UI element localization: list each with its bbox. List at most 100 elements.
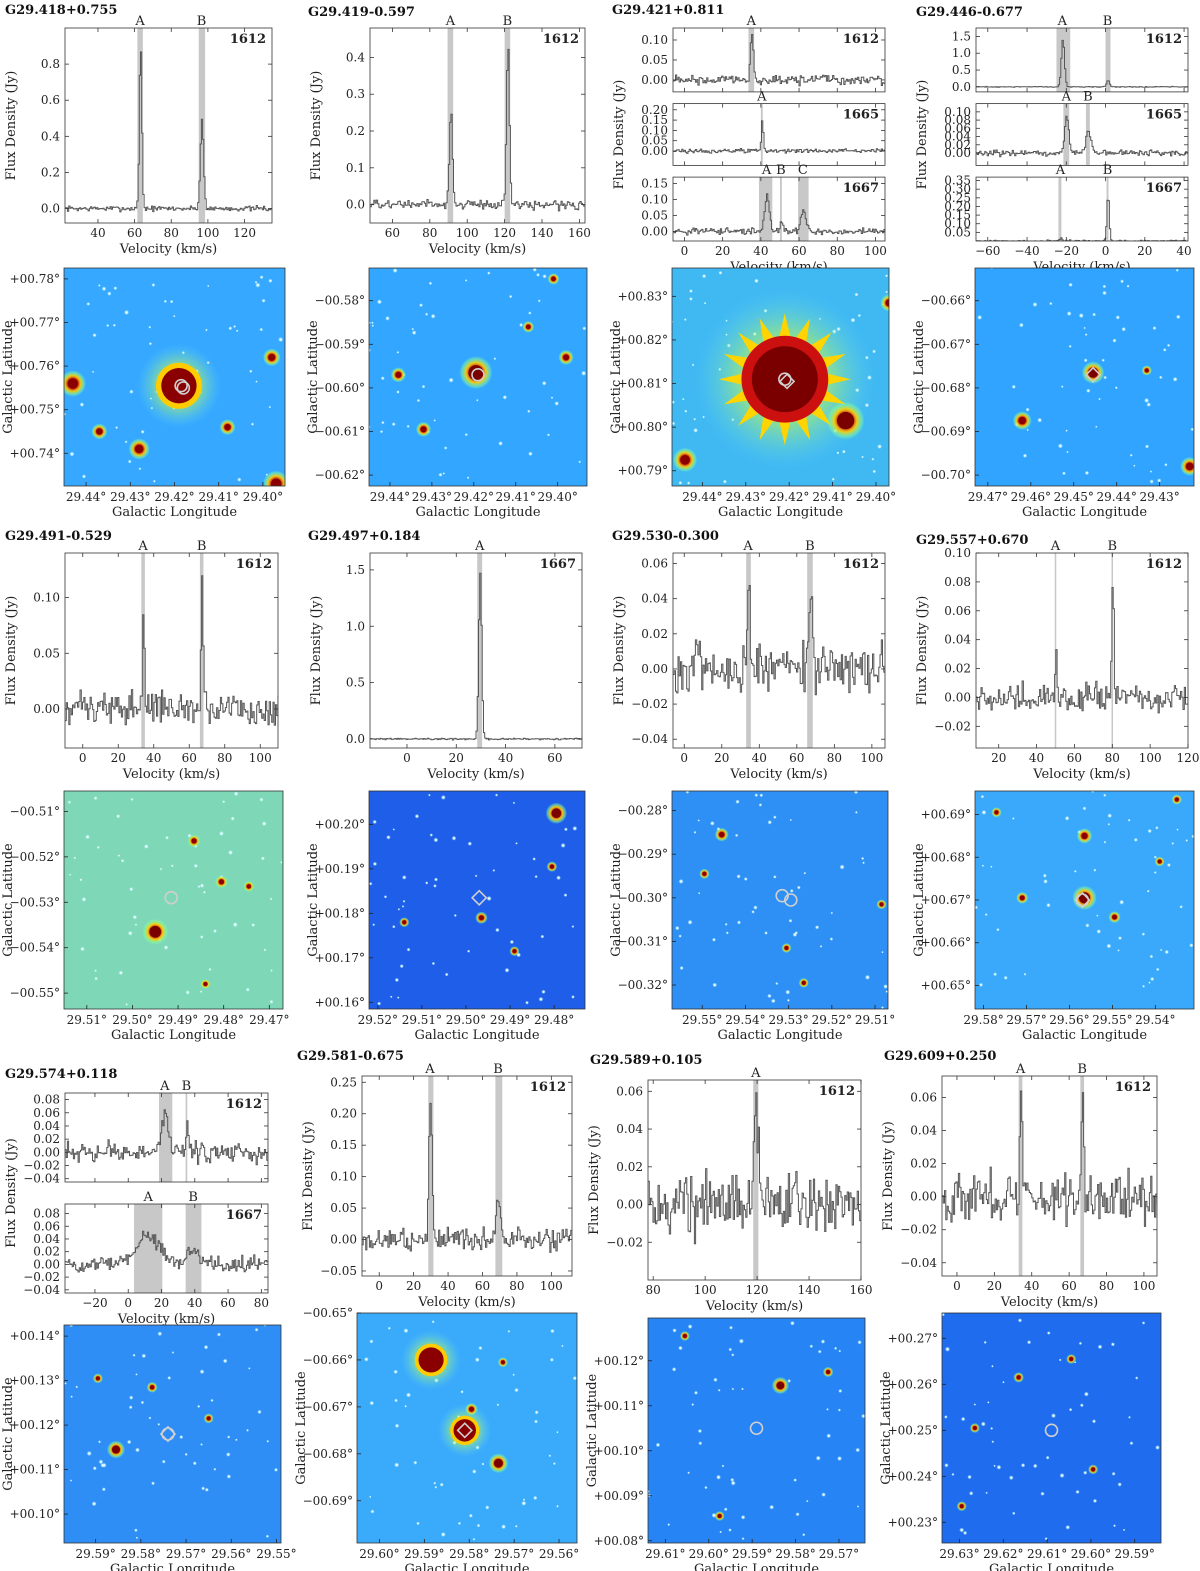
feature-label: B [197, 539, 207, 554]
faint-star [515, 842, 518, 845]
spectrum-subplot: −0.04−0.020.000.020.040.060.08 −20 0 20 40 60… [23, 1190, 269, 1310]
faint-star [1126, 284, 1130, 288]
faint-star [1115, 315, 1121, 320]
faint-star [270, 969, 273, 972]
faint-star [556, 1430, 559, 1434]
faint-star [1026, 428, 1029, 432]
x-tick-label: 80 [827, 751, 842, 765]
x-tick-label: 29.52° [812, 1013, 852, 1027]
x-tick-label: 29.42° [769, 490, 809, 504]
feature-band [137, 28, 143, 223]
y-axis-label: Galactic Latitude [1, 843, 16, 957]
spectrum-subplot: 0.00 0.05 0.10 0.15 0 20 40 60 80 100 1667 A B C [641, 163, 887, 258]
source-core [1174, 797, 1179, 802]
y-axis-label: Flux Density (Jy) [4, 1138, 19, 1248]
faint-star [871, 457, 875, 461]
faint-star [1042, 873, 1047, 878]
spectrum-subplot: −0.02 0.00 0.02 0.04 0.06 80 100 120 140 160 1612 A [606, 1066, 872, 1297]
x-tick-label: 160 [568, 226, 591, 240]
faint-star [433, 419, 436, 422]
y-tick-label: +00.83° [618, 289, 668, 303]
faint-star [218, 830, 224, 837]
y-tick-label: 0.04 [616, 1122, 643, 1136]
faint-star [1185, 839, 1189, 842]
source-core [885, 299, 889, 307]
faint-star [1166, 343, 1171, 348]
x-tick-label: 29.50° [112, 1013, 152, 1027]
faint-star [697, 819, 700, 822]
source-core [551, 808, 562, 819]
faint-star [537, 299, 541, 303]
feature-band [748, 28, 755, 92]
faint-star [1095, 425, 1098, 429]
faint-star [697, 1428, 703, 1434]
feature-label: A [1057, 14, 1068, 29]
feature-band [1085, 103, 1090, 166]
y-tick-label: +00.81° [618, 377, 668, 391]
faint-star [872, 469, 877, 474]
faint-star [1120, 279, 1125, 284]
faint-star [129, 1395, 134, 1400]
faint-star [991, 1364, 994, 1368]
faint-star [725, 931, 729, 935]
x-tick-label: 20 [714, 751, 729, 765]
faint-star [841, 449, 846, 454]
faint-star [1046, 1331, 1051, 1335]
y-tick-label: +00.24° [888, 1469, 938, 1483]
feature-label: A [746, 14, 757, 29]
source-core [218, 879, 224, 885]
y-tick-label: −00.67° [303, 1400, 353, 1414]
faint-star [163, 945, 169, 950]
faint-star [944, 1346, 951, 1352]
transition-label: 1667 [226, 1208, 262, 1223]
source-core [776, 1381, 785, 1390]
faint-star [975, 905, 979, 910]
faint-star [856, 1505, 860, 1508]
spectrum-subplot: −0.04 −0.02 0.00 0.02 0.04 0.06 0 20 40 60 80 100 16… [631, 539, 886, 765]
faint-star [1078, 313, 1084, 319]
x-tick-label: 0 [1102, 244, 1110, 258]
y-tick-label: 0.4 [41, 129, 60, 143]
source-name: G29.530-0.300 [612, 529, 719, 544]
faint-star [68, 1325, 74, 1328]
faint-star [161, 1459, 166, 1464]
faint-star [1083, 1391, 1089, 1397]
y-tick-label: 0.30 [944, 182, 971, 196]
source-core [1185, 462, 1194, 471]
faint-star [197, 1404, 201, 1409]
faint-star [372, 819, 377, 825]
faint-star [519, 322, 524, 328]
faint-star [514, 1387, 519, 1393]
y-tick-label: 0.05 [641, 208, 668, 222]
y-tick-label: 0.5 [346, 676, 365, 690]
faint-star [227, 1435, 231, 1439]
axes-frame [64, 27, 273, 224]
source-core [420, 426, 427, 433]
spectrum-line [65, 1230, 268, 1273]
y-tick-label: 1.5 [952, 29, 971, 43]
feature-band [159, 1093, 173, 1182]
faint-star [413, 1460, 418, 1465]
spectrum-subplot: 0.000.020.040.060.080.10 1665 A B [944, 90, 1189, 166]
y-tick-label: 0.0 [41, 202, 60, 216]
spectrum-subplot: 0.0 0.2 0.4 0.6 0.8 40 60 80 100 120 1612 A B [41, 14, 273, 240]
faint-star [433, 837, 439, 843]
faint-star [472, 1469, 477, 1474]
faint-star [1166, 862, 1171, 868]
faint-star [1189, 943, 1194, 948]
faint-star [990, 865, 993, 869]
maser-position-marker [775, 888, 789, 903]
faint-star [1129, 1441, 1134, 1446]
y-tick-label: 0.10 [33, 591, 60, 605]
faint-star [951, 1472, 955, 1476]
y-tick-label: −00.69° [303, 1494, 353, 1508]
feature-label: A [143, 1190, 154, 1205]
faint-star [1111, 1471, 1116, 1476]
faint-star [1097, 1344, 1103, 1350]
image-frame [941, 1312, 1162, 1544]
y-axis-label: Flux Density (Jy) [915, 80, 930, 190]
faint-star [1148, 981, 1151, 984]
faint-star [753, 905, 758, 910]
faint-star [1117, 936, 1123, 941]
x-tick-label: 20 [449, 751, 464, 765]
